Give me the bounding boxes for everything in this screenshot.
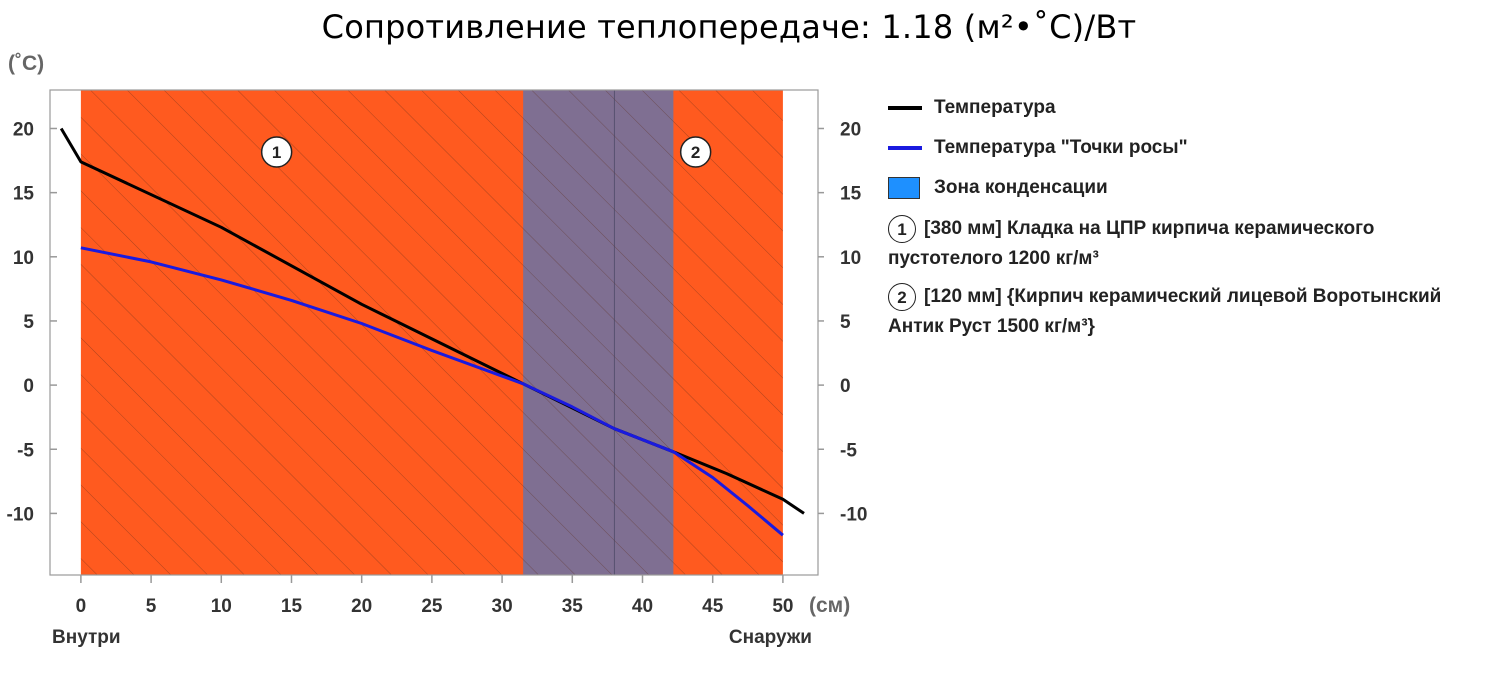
x-tick-label: 10 [211,596,232,617]
legend-item-temperature: Температура [888,88,1488,128]
y-tick-label-right: 20 [840,119,861,140]
legend-layer-1: 1 [380 мм] Кладка на ЦПР кирпича керамиче… [888,214,1488,274]
x-tick-label: 35 [562,596,584,617]
layer-2-marker [679,136,712,168]
outside-label: Снаружи [729,627,812,648]
dew-point-line [80,246,784,537]
y-tick-label-right: 0 [840,376,851,397]
x-tick-label: 30 [492,596,513,617]
legend-label-temperature: Температура [934,97,1056,118]
x-tick-label: 5 [146,596,157,617]
wall-hatching [80,90,783,575]
layer-2-badge: 2 [888,282,916,311]
x-axis-label: (см) [809,594,850,617]
legend-layer-2: 2 [120 мм] {Кирпич керамический лицевой В… [888,282,1488,342]
condensation-swatch [888,177,920,199]
y-tick-label-right: 10 [840,248,861,269]
y-tick-label-left: 5 [23,312,34,333]
y-tick-label-right: 5 [840,312,851,333]
y-tick-label-left: 0 [23,376,34,397]
inside-label: Внутри [52,627,121,648]
plot-frame [49,89,819,576]
y-tick-label-left: 15 [13,184,35,205]
y-tick-label-left: 20 [13,119,34,140]
layer-1-marker [260,136,293,168]
y-tick-label-left: 10 [13,248,34,269]
x-tick-label: 20 [351,596,372,617]
x-tick-label: 50 [772,596,793,617]
layer-1-badge: 1 [888,214,916,243]
y-axis-label: (˚С) [8,52,44,75]
layer-1-number: 1 [272,143,281,162]
layer-2-description: [120 мм] {Кирпич керамический лицевой Во… [888,286,1442,337]
y-tick-label-right: -10 [840,504,867,525]
x-tick-label: 0 [76,596,87,617]
y-tick-label-left: -5 [17,440,34,461]
x-tick-label: 15 [281,596,303,617]
y-tick-label-right: -5 [840,440,857,461]
layer-1-description: [380 мм] Кладка на ЦПР кирпича керамичес… [888,218,1375,269]
x-tick-label: 40 [632,596,653,617]
legend-label-condensation: Зона конденсации [934,177,1108,198]
layer-2-number: 2 [691,143,700,162]
y-tick-label-right: 15 [840,184,862,205]
x-tick-label: 25 [421,596,443,617]
legend: Температура Температура "Точки росы" Зон… [888,88,1488,342]
x-tick-label: 45 [702,596,724,617]
y-tick-label-left: -10 [7,504,34,525]
legend-label-dew-point: Температура "Точки росы" [934,137,1188,158]
dew-point-line-swatch [888,146,922,150]
temperature-line-swatch [888,106,922,110]
legend-item-dew-point: Температура "Точки росы" [888,128,1488,168]
legend-item-condensation: Зона конденсации [888,168,1488,208]
chart-title: Сопротивление теплопередаче: 1.18 (м²•˚С… [321,8,1137,46]
